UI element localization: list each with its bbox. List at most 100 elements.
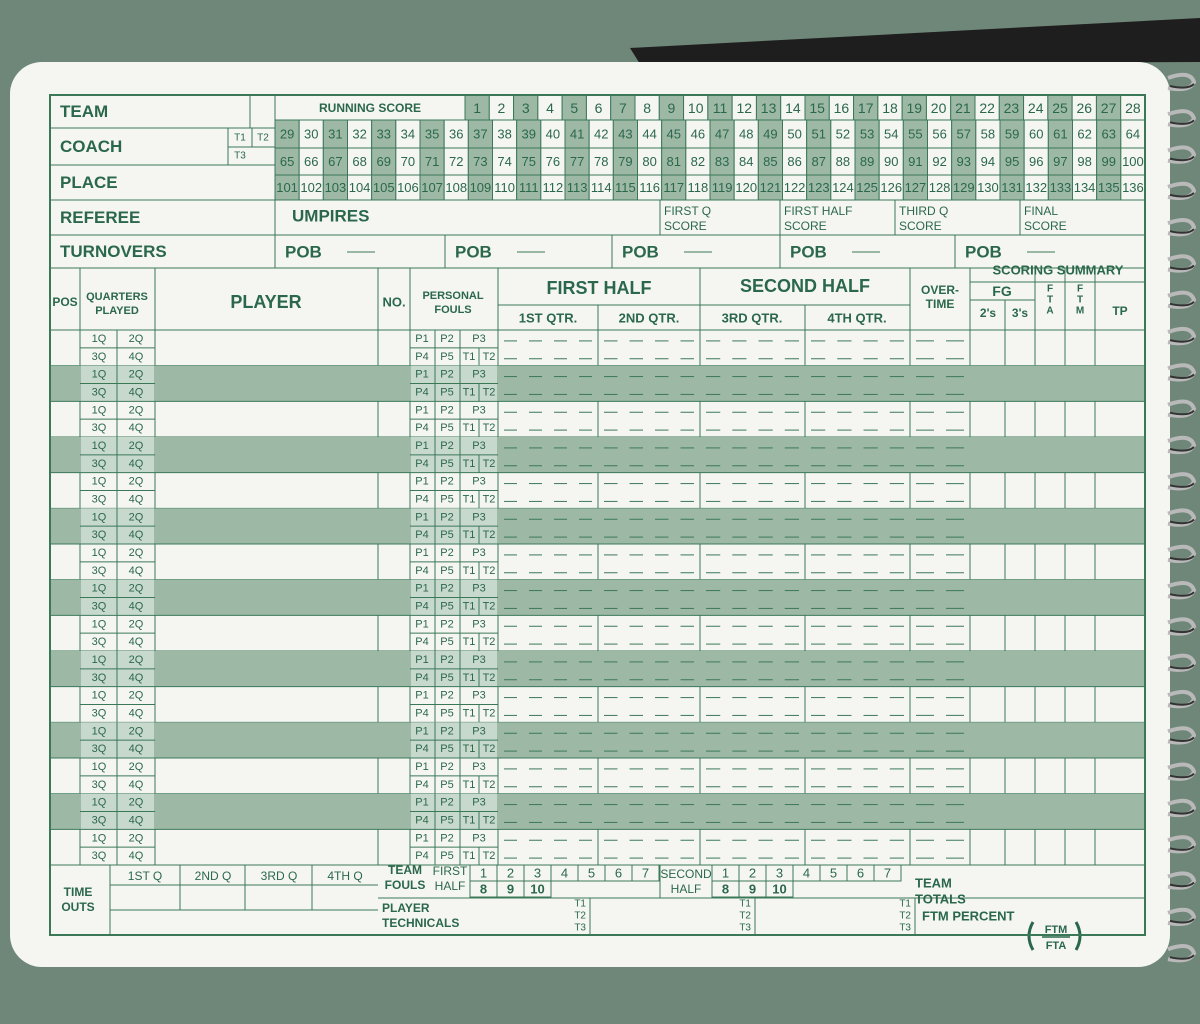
score-number: 98: [1077, 154, 1091, 169]
foul-box-label: P3: [472, 832, 485, 844]
score-cell: [685, 119, 711, 149]
score-number: 85: [763, 154, 777, 169]
score-cell: [637, 147, 663, 176]
quarter-box-label: 3Q: [92, 422, 107, 434]
score-number: 96: [1029, 154, 1043, 169]
quarter-box-label: 1Q: [92, 476, 107, 488]
label: HALF: [435, 879, 466, 893]
foul-box-label: P4: [415, 458, 428, 470]
label: 4TH Q: [327, 869, 362, 883]
score-number: 53: [860, 127, 874, 142]
foul-box-label: P1: [415, 797, 428, 809]
label: T: [1047, 295, 1053, 306]
score-cell: [927, 174, 953, 201]
score-number: 135: [1098, 180, 1120, 195]
score-number: 87: [812, 154, 826, 169]
technical-label: T1: [899, 899, 911, 910]
quarter-box-label: 4Q: [129, 600, 144, 612]
ring-shadow: [1169, 918, 1195, 924]
score-number: 2: [498, 100, 506, 116]
score-number: 103: [325, 180, 347, 195]
score-cell: [806, 119, 832, 149]
score-number: 125: [856, 180, 878, 195]
score-number: 28: [1125, 100, 1141, 116]
label: M: [1076, 306, 1084, 317]
score-number: 80: [642, 154, 656, 169]
label: A: [1046, 306, 1053, 317]
foul-box-label: P5: [440, 814, 453, 826]
score-cell: [540, 119, 566, 149]
label: POS: [52, 295, 77, 309]
score-cell: [782, 119, 808, 149]
field-label: REFEREE: [60, 208, 140, 227]
foul-box-label: P3: [472, 547, 485, 559]
ring: [1167, 326, 1197, 346]
form-frame: [49, 94, 1146, 936]
score-number: 88: [836, 154, 850, 169]
foul-box-label: T2: [483, 672, 496, 684]
team-foul-number: 4: [803, 866, 810, 881]
label: 4TH QTR.: [827, 311, 886, 326]
label: FOULS: [434, 304, 471, 316]
quarter-box-label: 1Q: [92, 547, 107, 559]
period-score-label: SCORE: [899, 219, 942, 233]
score-number: 54: [884, 127, 898, 142]
quarter-box-label: 1Q: [92, 761, 107, 773]
ring-shadow: [1169, 482, 1195, 488]
foul-box-label: T1: [463, 493, 476, 505]
ring: [1167, 218, 1197, 237]
score-number: 118: [688, 180, 709, 195]
ring-shadow: [1169, 264, 1195, 271]
score-number: 90: [884, 154, 898, 169]
foul-box-label: P4: [415, 386, 428, 398]
score-number: 124: [832, 180, 854, 195]
foul-box-label: P2: [440, 725, 453, 737]
score-cell: [733, 119, 759, 149]
score-cell: [854, 119, 880, 149]
ring-shadow: [1169, 83, 1195, 89]
score-number: 42: [594, 127, 608, 142]
spiral-binding: [1167, 72, 1197, 963]
score-number: 120: [735, 180, 757, 195]
label: TIME: [926, 297, 955, 311]
score-cell: [709, 174, 735, 201]
score-cell: [513, 94, 539, 121]
foul-box-label: P2: [440, 761, 453, 773]
quarter-box-label: 2Q: [129, 618, 144, 630]
score-number: 11: [713, 100, 728, 116]
foul-box-label: P3: [472, 369, 485, 381]
foul-box-label: T2: [483, 493, 496, 505]
score-cell: [467, 174, 494, 201]
label: OVER-: [921, 283, 959, 297]
score-number: 48: [739, 127, 753, 142]
ring-shadow: [1169, 772, 1195, 779]
score-number: 16: [834, 100, 850, 116]
foul-box-label: T1: [463, 351, 476, 363]
foul-box-label: P5: [440, 672, 453, 684]
team-foul-number: 7: [884, 866, 891, 881]
score-number: 9: [668, 100, 676, 116]
foul-box-label: P4: [415, 493, 428, 505]
quarter-box-label: 1Q: [92, 511, 107, 523]
quarter-box-label: 2Q: [129, 832, 144, 844]
score-number: 128: [929, 180, 951, 195]
field-label: TURNOVERS: [60, 242, 167, 261]
score-cell: [1023, 147, 1049, 176]
score-number: 49: [763, 127, 777, 142]
score-cell: [1072, 174, 1098, 201]
quarter-box-label: 2Q: [129, 476, 144, 488]
foul-box-label: T1: [463, 707, 476, 719]
score-number: 95: [1005, 154, 1019, 169]
score-number: 59: [1005, 127, 1019, 142]
score-number: 111: [519, 180, 539, 195]
row-shading: [50, 508, 1145, 544]
ring: [1167, 181, 1197, 201]
label: FOULS: [385, 878, 426, 892]
foul-box-label: P4: [415, 422, 428, 434]
score-number: 71: [425, 154, 439, 169]
quarter-box-label: 3Q: [92, 458, 107, 470]
foul-box-label: P3: [472, 476, 485, 488]
label: T3: [234, 151, 246, 162]
score-number: 114: [591, 180, 612, 195]
foul-box-label: P3: [472, 583, 485, 595]
